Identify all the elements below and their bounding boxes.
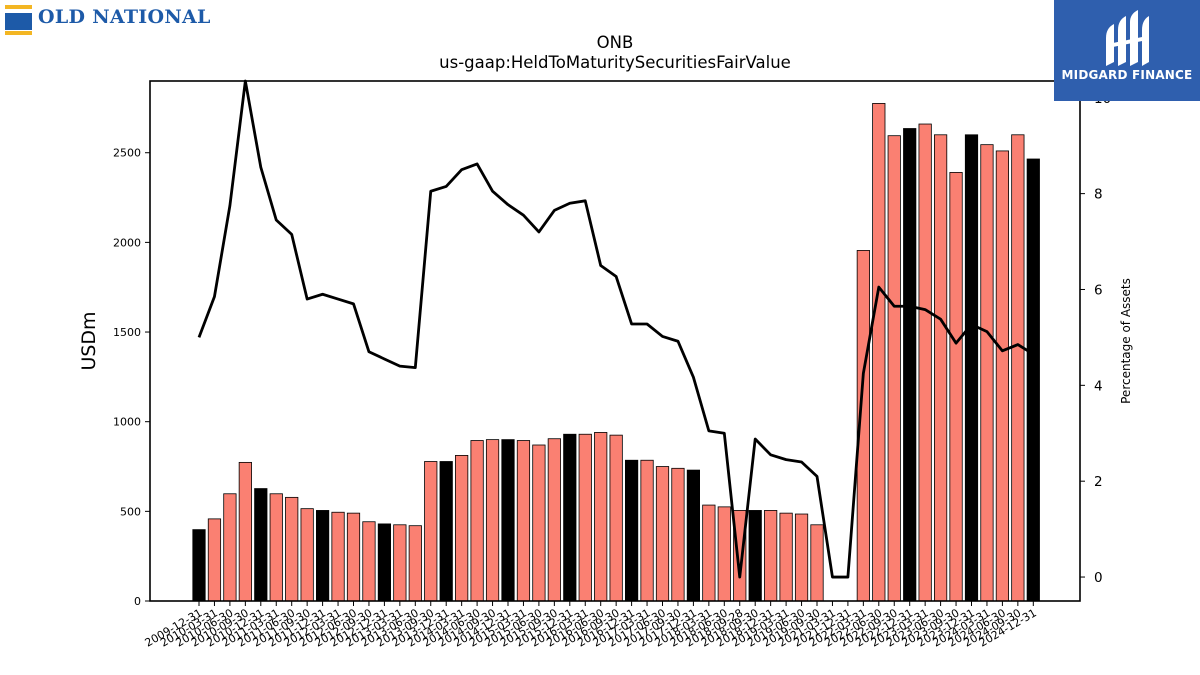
bar-2011-12-31 (315, 510, 330, 602)
bar-2016-09-30 (609, 434, 623, 602)
bar-2017-06-30 (655, 466, 670, 602)
midgard-finance-text: MIDGARD FINANCE (1061, 68, 1193, 82)
bar-2013-03-31 (393, 524, 407, 602)
bar-2024-03-31 (980, 144, 994, 602)
bar-2017-03-31 (640, 459, 654, 602)
bar-2015-12-31 (563, 433, 577, 602)
chart-subtitle: us-gaap:HeldToMaturitySecuritiesFairValu… (439, 53, 791, 72)
y-tick-label: 1500 (113, 326, 141, 339)
bar-2022-12-31 (903, 128, 917, 602)
bar-2009-12-31 (192, 529, 206, 602)
bar-2012-06-30 (346, 512, 361, 602)
bar-2015-09-30 (547, 438, 561, 602)
bar-2017-09-30 (671, 467, 685, 602)
bar-2010-03-31 (207, 518, 222, 602)
bar-2018-09-30 (748, 510, 762, 602)
bar-2024-12-31 (1026, 158, 1040, 602)
bar-2016-03-31 (578, 433, 592, 602)
bar-2014-09-30 (485, 439, 500, 602)
bar-2017-12-31 (686, 469, 701, 602)
y2-axis-label: Percentage of Assets (1119, 278, 1133, 404)
bar-2011-03-31 (269, 493, 283, 602)
bar-2016-06-30 (594, 432, 608, 602)
bar-2012-12-31 (377, 523, 392, 602)
plot-frame (149, 80, 1081, 602)
bar-2022-09-30 (887, 135, 901, 602)
bar-2018-03-31 (702, 504, 716, 602)
bar-2019-09-30 (810, 524, 824, 602)
bar-2024-06-30 (995, 150, 1010, 602)
bar-2014-06-30 (470, 440, 484, 602)
bar-2012-09-30 (362, 521, 376, 602)
bar-2013-09-30 (424, 461, 438, 602)
midgard-finance-badge: MIDGARD FINANCE (1054, 0, 1200, 101)
bar-series (192, 103, 1040, 602)
bar-2022-06-30 (872, 103, 886, 602)
bar-2023-12-31 (964, 134, 979, 602)
y-tick-label: 2500 (113, 147, 141, 160)
bar-2016-12-31 (625, 459, 639, 602)
y2-tick-label: 2 (1094, 474, 1103, 490)
bar-2010-12-31 (254, 488, 268, 602)
bar-2019-06-30 (794, 513, 809, 602)
y2-tick-label: 8 (1094, 187, 1103, 203)
old-national-logo-mark-icon (5, 5, 32, 35)
y2-tick-label: 4 (1094, 378, 1103, 394)
bar-2012-03-31 (331, 511, 345, 602)
bar-2023-09-30 (949, 172, 963, 602)
bar-2023-06-30 (934, 134, 948, 602)
bar-2013-12-31 (439, 461, 453, 602)
bar-2010-09-30 (238, 461, 252, 602)
bar-2023-03-31 (918, 123, 932, 602)
bar-2011-06-30 (285, 496, 299, 602)
y2-tick-label: 0 (1094, 570, 1103, 586)
y-axis-right: 0246810 (1080, 91, 1111, 586)
bar-2014-03-31 (455, 454, 469, 602)
bar-2014-12-31 (501, 439, 515, 602)
old-national-logo: OLD NATIONAL (0, 0, 240, 45)
bar-2018-06-30 (717, 506, 731, 602)
percentage-of-assets-line (197, 79, 1035, 579)
y-tick-label: 1000 (113, 416, 141, 429)
bar-2013-06-30 (408, 525, 422, 602)
bar-2019-03-31 (779, 512, 793, 602)
bar-2015-03-31 (516, 440, 531, 602)
bar-2024-09-30 (1011, 134, 1025, 602)
old-national-logo-text: OLD NATIONAL (38, 6, 211, 28)
y2-tick-label: 6 (1094, 282, 1103, 298)
bar-2011-09-30 (300, 508, 314, 602)
y-tick-label: 2000 (113, 236, 141, 249)
midgard-logo-icon (1106, 10, 1149, 66)
y-axis-label: USDm (78, 311, 100, 370)
y-tick-label: 500 (120, 505, 141, 518)
chart-title: ONB (597, 33, 634, 52)
y-tick-label: 0 (134, 595, 141, 608)
bar-2018-12-31 (764, 510, 778, 602)
bar-2010-06-30 (223, 493, 237, 602)
y-axis-left: 0 500 1000 1500 2000 2500 (113, 147, 150, 608)
x-axis: 2009-12-312010-03-312010-06-302010-09-30… (143, 601, 1039, 650)
bar-2015-06-30 (532, 444, 546, 602)
line-series-layer (197, 79, 1035, 579)
